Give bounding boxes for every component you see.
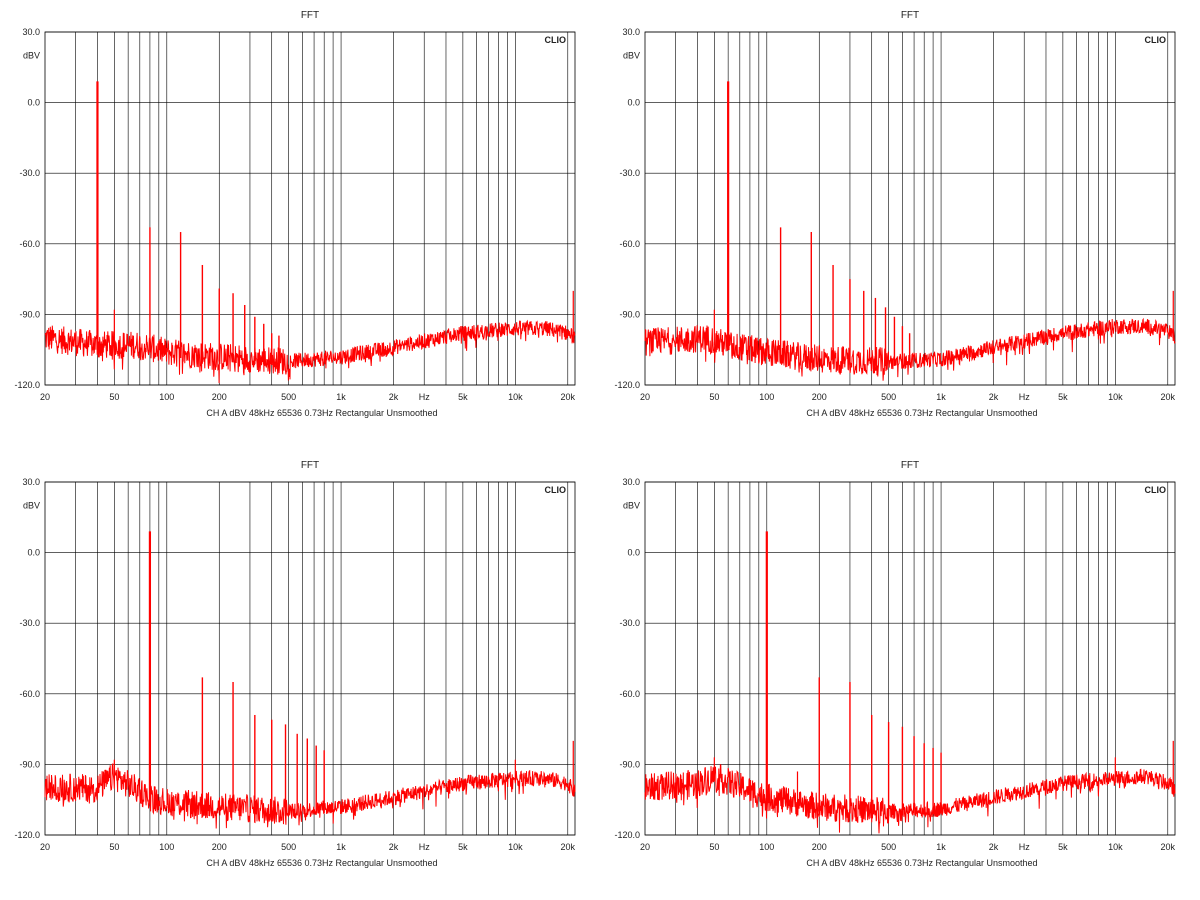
x-tick-label: 20k xyxy=(561,842,576,852)
x-tick-label: 200 xyxy=(812,842,827,852)
x-tick-label: 2k xyxy=(989,842,999,852)
x-tick-label: 5k xyxy=(458,842,468,852)
y-tick-label: -30.0 xyxy=(19,618,40,628)
x-tick-label: 10k xyxy=(1108,392,1123,402)
x-tick-label: 50 xyxy=(109,842,119,852)
y-tick-label: -120.0 xyxy=(614,830,640,840)
x-tick-label: 20 xyxy=(40,392,50,402)
y-tick-label: 30.0 xyxy=(22,27,40,37)
plot-frame xyxy=(44,481,576,836)
y-tick-label: -30.0 xyxy=(619,168,640,178)
x-tick-label: 100 xyxy=(159,392,174,402)
x-tick-label: 20 xyxy=(640,842,650,852)
x-tick-label: 200 xyxy=(812,392,827,402)
x-tick-label: 20 xyxy=(40,842,50,852)
clio-brand: CLIO xyxy=(545,35,567,45)
x-tick-label: 100 xyxy=(759,392,774,402)
y-tick-label: -30.0 xyxy=(19,168,40,178)
x-tick-label: 50 xyxy=(709,842,719,852)
y-axis-label: dBV xyxy=(23,51,40,61)
x-tick-label: 20k xyxy=(1161,392,1176,402)
measurement-settings: CH A dBV 48kHz 65536 0.73Hz Rectangular … xyxy=(806,858,1037,868)
x-tick-label: 50 xyxy=(109,392,119,402)
noise-floor-trace xyxy=(644,764,1176,834)
x-tick-label: 5k xyxy=(1058,842,1068,852)
plot-frame xyxy=(644,481,1176,836)
x-tick-label: 100 xyxy=(759,842,774,852)
plot-frame xyxy=(644,31,1176,386)
x-tick-label: 2k xyxy=(389,392,399,402)
y-tick-label: -60.0 xyxy=(19,239,40,249)
y-tick-label: -60.0 xyxy=(619,239,640,249)
x-tick-label: 5k xyxy=(458,392,468,402)
x-tick-label: 20k xyxy=(561,392,576,402)
y-tick-label: -60.0 xyxy=(19,689,40,699)
clio-brand: CLIO xyxy=(1145,35,1167,45)
y-tick-label: -90.0 xyxy=(19,309,40,319)
noise-floor-trace xyxy=(44,319,576,384)
y-tick-label: 30.0 xyxy=(622,477,640,487)
y-tick-label: 0.0 xyxy=(627,548,640,558)
y-axis-label: dBV xyxy=(623,51,640,61)
x-axis-label: Hz xyxy=(419,842,430,852)
fft-panel-3: FFT 30.0 0.0 -30.0 -60.0 -90.0 -120.0 dBV 20 50 10… xyxy=(14,460,575,868)
x-axis-label: Hz xyxy=(1019,842,1030,852)
x-tick-label: 500 xyxy=(881,392,896,402)
x-tick-label: 10k xyxy=(508,392,523,402)
x-tick-label: 1k xyxy=(936,842,946,852)
y-tick-label: -90.0 xyxy=(19,759,40,769)
y-axis-label: dBV xyxy=(623,501,640,511)
x-tick-label: 5k xyxy=(1058,392,1068,402)
x-tick-label: 500 xyxy=(881,842,896,852)
measurement-settings: CH A dBV 48kHz 65536 0.73Hz Rectangular … xyxy=(206,408,437,418)
x-tick-label: 100 xyxy=(159,842,174,852)
x-tick-label: 10k xyxy=(1108,842,1123,852)
x-tick-label: 2k xyxy=(389,842,399,852)
measurement-settings: CH A dBV 48kHz 65536 0.73Hz Rectangular … xyxy=(206,858,437,868)
x-tick-label: 500 xyxy=(281,392,296,402)
x-tick-label: 10k xyxy=(508,842,523,852)
y-tick-label: 30.0 xyxy=(22,477,40,487)
noise-floor-trace xyxy=(44,763,576,829)
y-tick-label: 0.0 xyxy=(627,98,640,108)
clio-brand: CLIO xyxy=(545,485,567,495)
fft-panel-1: FFT 30.0 0.0 -30.0 -60.0 -90.0 -120.0 dBV 20 50 10… xyxy=(14,10,575,418)
x-tick-label: 500 xyxy=(281,842,296,852)
plot-frame xyxy=(44,31,576,386)
measurement-settings: CH A dBV 48kHz 65536 0.73Hz Rectangular … xyxy=(806,408,1037,418)
y-tick-label: -90.0 xyxy=(619,309,640,319)
x-tick-label: 1k xyxy=(336,392,346,402)
chart-title: FFT xyxy=(301,10,319,21)
x-tick-label: 1k xyxy=(936,392,946,402)
y-tick-label: 0.0 xyxy=(27,548,40,558)
x-tick-label: 20 xyxy=(640,392,650,402)
y-tick-label: 30.0 xyxy=(622,27,640,37)
y-axis-label: dBV xyxy=(23,501,40,511)
x-tick-label: 200 xyxy=(212,392,227,402)
y-tick-label: -30.0 xyxy=(619,618,640,628)
x-tick-label: 50 xyxy=(709,392,719,402)
y-tick-label: -120.0 xyxy=(614,380,640,390)
chart-title: FFT xyxy=(901,10,919,21)
chart-title: FFT xyxy=(901,460,919,471)
clio-brand: CLIO xyxy=(1145,485,1167,495)
fft-panel-2: FFT 30.0 0.0 -30.0 -60.0 -90.0 -120.0 dBV 20 50 10… xyxy=(614,10,1175,418)
fft-panel-4: FFT 30.0 0.0 -30.0 -60.0 -90.0 -120.0 dBV 20 50 10… xyxy=(614,460,1175,868)
x-tick-label: 200 xyxy=(212,842,227,852)
y-tick-label: -90.0 xyxy=(619,759,640,769)
y-tick-label: -60.0 xyxy=(619,689,640,699)
x-axis-label: Hz xyxy=(1019,392,1030,402)
x-tick-label: 20k xyxy=(1161,842,1176,852)
y-tick-label: -120.0 xyxy=(14,830,40,840)
x-tick-label: 2k xyxy=(989,392,999,402)
y-tick-label: -120.0 xyxy=(14,380,40,390)
x-tick-label: 1k xyxy=(336,842,346,852)
chart-title: FFT xyxy=(301,460,319,471)
x-axis-label: Hz xyxy=(419,392,430,402)
y-tick-label: 0.0 xyxy=(27,98,40,108)
